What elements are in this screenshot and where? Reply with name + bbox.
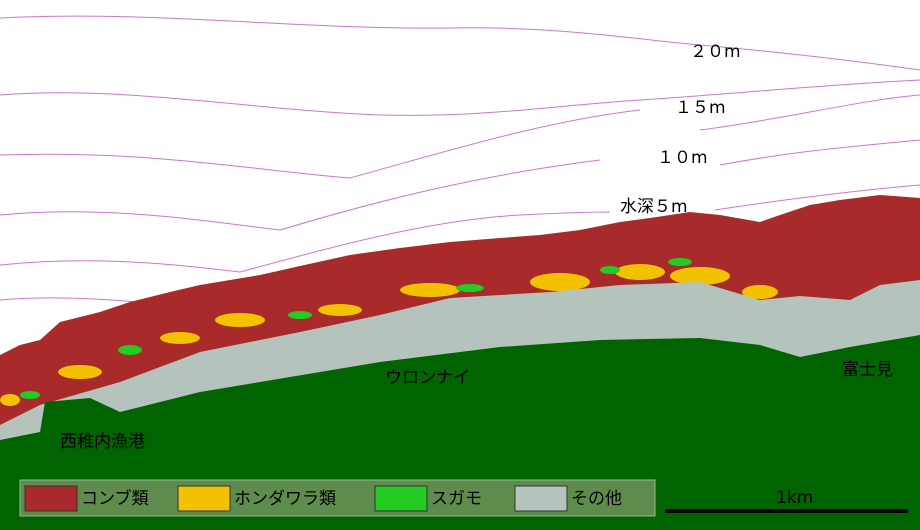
depth-label: 水深５m bbox=[620, 197, 688, 217]
legend-label: その他 bbox=[571, 489, 622, 509]
legend-label: ホンダワラ類 bbox=[234, 489, 336, 509]
scale-label: 1km bbox=[776, 488, 813, 508]
eelgrass-bed bbox=[20, 258, 692, 399]
legend-swatch bbox=[24, 485, 78, 512]
legend-label: コンブ類 bbox=[81, 488, 149, 509]
legend-label: スガモ bbox=[431, 489, 482, 509]
place-label: ウロンナイ bbox=[385, 368, 470, 388]
legend-swatch bbox=[177, 485, 231, 512]
legend-swatch bbox=[374, 485, 428, 512]
depth-label: ２０m bbox=[690, 42, 741, 62]
legend: コンブ類 ホンダワラ類 スガモ その他 bbox=[24, 485, 622, 512]
depth-contours bbox=[0, 15, 920, 306]
depth-label: １５m bbox=[675, 98, 726, 118]
place-label: 富士見 bbox=[842, 360, 893, 380]
legend-swatch bbox=[514, 485, 568, 512]
place-label: 西稚内漁港 bbox=[60, 432, 145, 452]
depth-label: １０m bbox=[657, 148, 708, 168]
